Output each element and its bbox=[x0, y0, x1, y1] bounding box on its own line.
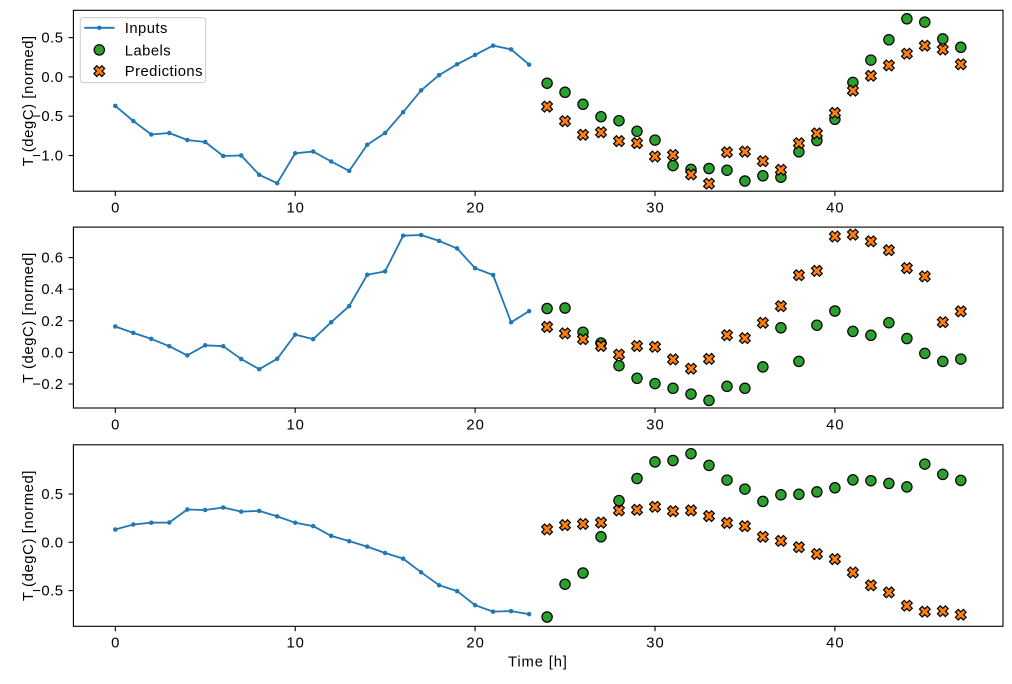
svg-text:0.0: 0.0 bbox=[41, 535, 63, 551]
svg-text:T (degC) [normed]: T (degC) [normed] bbox=[21, 252, 37, 383]
svg-text:30: 30 bbox=[646, 417, 664, 433]
svg-text:−0.5: −0.5 bbox=[32, 584, 63, 600]
svg-text:T (degC) [normed]: T (degC) [normed] bbox=[21, 470, 37, 601]
svg-text:Time [h]: Time [h] bbox=[508, 655, 568, 671]
svg-text:0.2: 0.2 bbox=[41, 314, 63, 330]
svg-text:10: 10 bbox=[286, 636, 304, 652]
svg-text:40: 40 bbox=[826, 636, 844, 652]
svg-text:0.4: 0.4 bbox=[41, 282, 63, 298]
svg-text:0.6: 0.6 bbox=[41, 251, 63, 267]
svg-text:0.5: 0.5 bbox=[41, 487, 63, 503]
svg-text:40: 40 bbox=[826, 417, 844, 433]
svg-text:−0.5: −0.5 bbox=[32, 109, 63, 125]
svg-text:0: 0 bbox=[111, 417, 120, 433]
svg-text:Inputs: Inputs bbox=[125, 21, 168, 37]
svg-text:20: 20 bbox=[466, 201, 484, 217]
svg-text:30: 30 bbox=[646, 636, 664, 652]
svg-text:10: 10 bbox=[286, 417, 304, 433]
svg-text:Predictions: Predictions bbox=[125, 64, 203, 80]
svg-text:30: 30 bbox=[646, 201, 664, 217]
svg-text:20: 20 bbox=[466, 417, 484, 433]
svg-text:Labels: Labels bbox=[125, 44, 171, 60]
svg-text:−0.2: −0.2 bbox=[32, 377, 63, 393]
svg-text:T (degC) [normed]: T (degC) [normed] bbox=[21, 35, 37, 166]
svg-text:0: 0 bbox=[111, 201, 120, 217]
svg-text:0.0: 0.0 bbox=[41, 70, 63, 86]
svg-text:0: 0 bbox=[111, 636, 120, 652]
svg-text:20: 20 bbox=[466, 636, 484, 652]
svg-text:−1.0: −1.0 bbox=[32, 149, 63, 165]
svg-text:0.0: 0.0 bbox=[41, 345, 63, 361]
svg-text:10: 10 bbox=[286, 201, 304, 217]
svg-text:0.5: 0.5 bbox=[41, 31, 63, 47]
svg-text:40: 40 bbox=[826, 201, 844, 217]
